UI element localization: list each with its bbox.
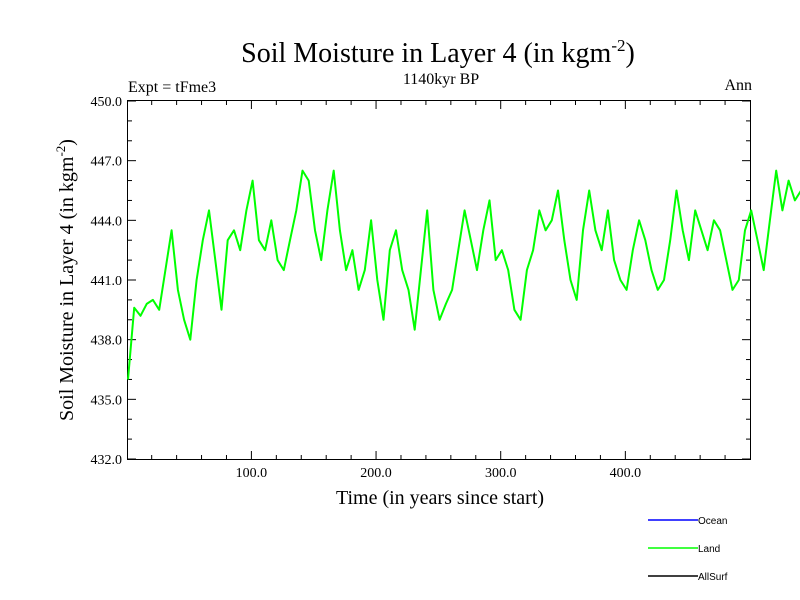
chart-title-superscript: -2 — [611, 36, 625, 55]
y-tick-label: 444.0 — [91, 214, 123, 229]
x-tick-label: 100.0 — [236, 466, 268, 481]
plot-area-frame — [127, 100, 751, 460]
legend-label-ocean: Ocean — [698, 516, 727, 527]
y-tick-label: 447.0 — [91, 155, 123, 170]
season-label: Ann — [724, 77, 752, 94]
x-tick-label: 400.0 — [610, 466, 642, 481]
x-tick-label: 200.0 — [360, 466, 392, 481]
x-axis-label: Time (in years since start) — [336, 487, 544, 509]
y-tick-label: 435.0 — [91, 393, 123, 408]
y-tick-label: 441.0 — [91, 274, 123, 289]
legend-label-land: Land — [698, 544, 720, 555]
chart-subtitle: 1140kyr BP — [403, 71, 479, 88]
experiment-label: Expt = tFme3 — [128, 79, 216, 96]
series-group — [127, 169, 800, 380]
series-line-land — [127, 169, 800, 380]
x-axis: 100.0 200.0 300.0 400.0 — [151, 101, 726, 481]
y-axis-label: Soil Moisture in Layer 4 (in kgm-2) — [53, 139, 78, 421]
y-tick-label: 450.0 — [91, 95, 123, 110]
y-axis-label-superscript: -2 — [53, 146, 68, 157]
y-tick-label: 432.0 — [91, 453, 123, 468]
legend-label-allsurf: AllSurf — [698, 572, 728, 583]
chart-title: Soil Moisture in Layer 4 (in kgm-2) — [241, 36, 635, 69]
y-axis: 432.0 435.0 438.0 441.0 444.0 447.0 450.0 — [91, 95, 750, 468]
x-tick-label: 300.0 — [485, 466, 517, 481]
y-tick-label: 438.0 — [91, 334, 123, 349]
legend: Ocean Land AllSurf — [648, 516, 728, 583]
